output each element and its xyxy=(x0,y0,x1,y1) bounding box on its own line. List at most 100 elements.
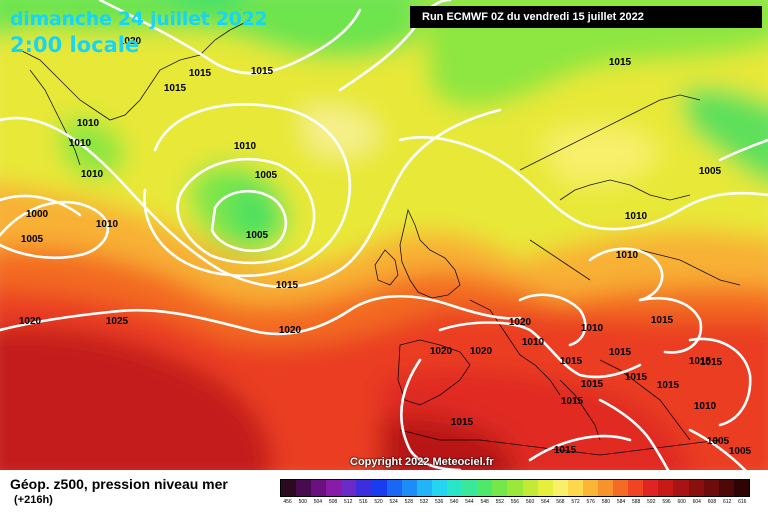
scale-label: 520 xyxy=(374,499,383,505)
scale-label: 604 xyxy=(692,499,701,505)
scale-swatch xyxy=(356,480,372,496)
scale-label: 608 xyxy=(707,499,717,505)
scale-label: 588 xyxy=(632,499,641,505)
isobar-label: 1015 xyxy=(609,57,632,68)
run-info: Run ECMWF 0Z du vendredi 15 juillet 2022 xyxy=(410,6,762,28)
scale-label: 596 xyxy=(662,499,671,505)
scale-label: 564 xyxy=(541,499,550,505)
scale-swatch xyxy=(703,480,719,496)
isobar-label: 1015 xyxy=(581,379,604,390)
scale-label: 548 xyxy=(480,499,489,505)
scale-label: 592 xyxy=(647,499,656,505)
scale-swatch xyxy=(658,480,674,496)
isobar-label: 1015 xyxy=(164,83,187,94)
scale-label: 600 xyxy=(677,499,686,505)
isobar-label: 1010 xyxy=(581,323,604,334)
scale-label: 532 xyxy=(419,499,429,505)
isobar-label: 1010 xyxy=(69,138,92,149)
scale-swatch xyxy=(597,480,614,496)
isobar-label: 1015 xyxy=(554,445,577,456)
isobar-label: 1015 xyxy=(251,66,274,77)
scale-swatch xyxy=(371,480,387,496)
isobar-label: 1025 xyxy=(106,316,129,327)
isobar-label: 1015 xyxy=(700,357,723,368)
isobar-label: 1010 xyxy=(616,250,639,261)
isobar-label: 1005 xyxy=(21,234,44,245)
isobar-label: 1010 xyxy=(77,118,100,129)
isobar-label: 1015 xyxy=(276,280,299,291)
isobar-label: 1015 xyxy=(651,315,674,326)
scale-swatch xyxy=(492,480,508,496)
isobar-label: 1020 xyxy=(430,346,453,357)
scale-swatch xyxy=(296,480,312,496)
scale-swatch xyxy=(386,480,402,496)
isobar-label: 1015 xyxy=(451,417,474,428)
isobar-label: 1020 xyxy=(470,346,493,357)
scale-swatch xyxy=(416,480,432,496)
scale-label: 500 xyxy=(298,499,307,505)
isobar-label: 1005 xyxy=(699,166,722,177)
scale-label: 616 xyxy=(738,499,747,505)
isobar-label: 1005 xyxy=(729,446,752,457)
isobar-label: 1010 xyxy=(81,169,104,180)
scale-swatch xyxy=(281,480,297,496)
isobar-label: 1015 xyxy=(189,68,212,79)
isobar-label: 1015 xyxy=(609,347,632,358)
scale-swatch xyxy=(462,480,478,496)
isobar-label: 1020 xyxy=(509,317,532,328)
scale-swatch xyxy=(613,480,629,496)
scale-label: 516 xyxy=(359,499,368,505)
isobar-label: 1005 xyxy=(246,230,269,241)
scale-swatch xyxy=(431,480,448,496)
isobar-label: 1010 xyxy=(96,219,119,230)
scale-swatch xyxy=(718,480,734,496)
scale-label: 540 xyxy=(450,499,459,505)
scale-swatch xyxy=(341,480,357,496)
isobar-label: 1010 xyxy=(234,141,257,152)
scale-label: 524 xyxy=(389,499,398,505)
scale-label: 572 xyxy=(571,499,580,505)
scale-swatch xyxy=(733,480,749,496)
scale-swatch xyxy=(628,480,644,496)
scale-swatch xyxy=(688,480,704,496)
forecast-lead: (+216h) xyxy=(14,494,53,506)
scale-swatch xyxy=(673,480,689,496)
isobar-label: 1015 xyxy=(561,396,584,407)
scale-label: 544 xyxy=(465,499,474,505)
scale-label: 556 xyxy=(510,499,520,505)
scale-swatch xyxy=(567,480,583,496)
isobar-label: 1015 xyxy=(625,372,648,383)
scale-swatch xyxy=(582,480,598,496)
scale-label: 612 xyxy=(722,499,732,505)
legend-title: Géop. z500, pression niveau mer xyxy=(10,476,228,492)
isobar-label: 1000 xyxy=(26,209,49,220)
color-scale-labels: 456 500 504 508 512 516 520 524 528 532 536 540 544 5… xyxy=(280,499,750,509)
scale-swatch xyxy=(537,480,553,496)
scale-label: 552 xyxy=(495,499,504,505)
isobar-label: 1020 xyxy=(19,316,42,327)
scale-label: 512 xyxy=(344,499,353,505)
coastlines xyxy=(19,19,741,456)
scale-swatch xyxy=(522,480,538,496)
scale-swatch xyxy=(477,480,493,496)
scale-label: 504 xyxy=(313,499,323,505)
scale-label: 580 xyxy=(601,499,611,505)
isobar-label: 1010 xyxy=(522,337,545,348)
isobar-label: 1005 xyxy=(255,170,278,181)
scale-swatch xyxy=(447,480,463,496)
scale-label: 508 xyxy=(328,499,338,505)
isobar-label: 1005 xyxy=(707,436,730,447)
scale-label: 576 xyxy=(586,499,595,505)
isobar-label: 1015 xyxy=(657,380,680,391)
forecast-time: 2:00 locale xyxy=(10,33,140,57)
scale-swatch xyxy=(311,480,327,496)
scale-swatch xyxy=(326,480,342,496)
scale-label: 536 xyxy=(434,499,444,505)
isobar-label: 1010 xyxy=(694,401,717,412)
isobar-label: 1010 xyxy=(625,211,648,222)
copyright: Copyright 2022 Meteociel.fr xyxy=(350,456,494,468)
scale-swatch xyxy=(507,480,523,496)
scale-label: 568 xyxy=(556,499,565,505)
